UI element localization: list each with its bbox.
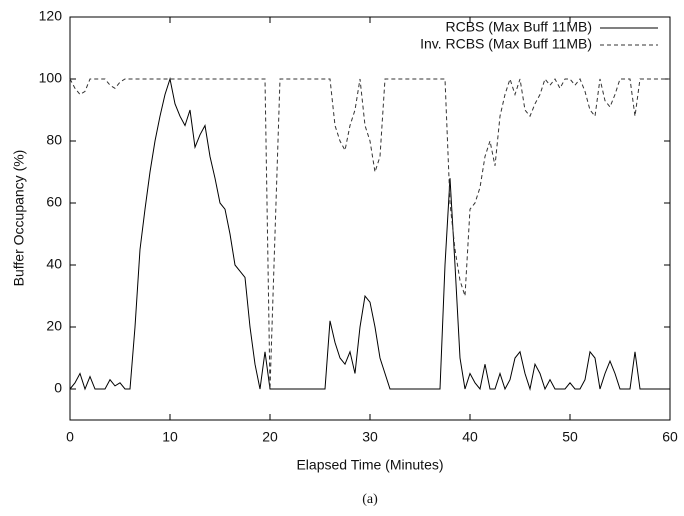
x-tick-label: 40 — [462, 429, 478, 445]
legend-label: RCBS (Max Buff 11MB) — [445, 19, 592, 35]
x-tick-label: 30 — [362, 429, 378, 445]
plot-frame — [69, 16, 671, 421]
y-tick-label: 80 — [46, 132, 62, 148]
caption: (a) — [362, 492, 378, 507]
x-axis-label: Elapsed Time (Minutes) — [296, 457, 443, 473]
data-line — [69, 77, 670, 390]
x-tick-label: 60 — [662, 429, 678, 445]
y-tick-label: 100 — [39, 70, 63, 86]
y-tick-label: 40 — [46, 256, 62, 272]
legend-label: Inv. RCBS (Max Buff 11MB) — [420, 36, 592, 52]
x-tick-label: 20 — [262, 429, 278, 445]
y-tick-label: 60 — [46, 194, 62, 210]
y-axis-label: Buffer Occupancy (%) — [11, 150, 27, 287]
y-tick-label: 120 — [39, 8, 63, 24]
y-tick-label: 0 — [54, 380, 62, 396]
x-tick-label: 10 — [162, 429, 178, 445]
data-line — [69, 77, 670, 391]
y-tick-label: 20 — [46, 318, 62, 334]
x-tick-label: 50 — [562, 429, 578, 445]
x-tick-label: 0 — [66, 429, 74, 445]
